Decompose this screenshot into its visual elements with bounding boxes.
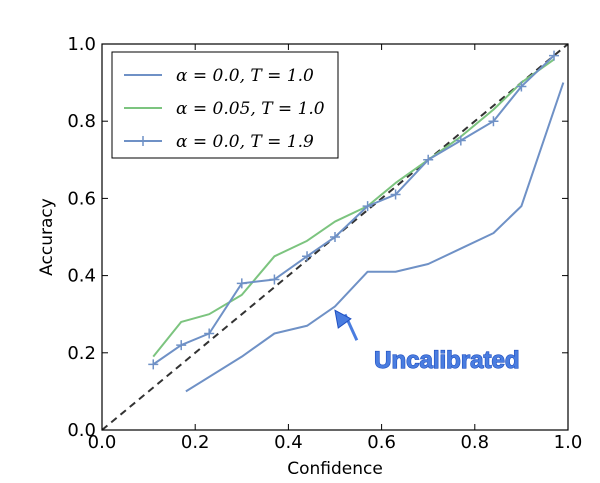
y-tick-label: 0.8 — [67, 111, 96, 132]
series-point — [390, 189, 401, 200]
annotation-arrow-head — [334, 309, 352, 329]
legend-label: α = 0.0, T = 1.0 — [176, 66, 314, 86]
x-tick-label: 0.8 — [460, 432, 489, 453]
series-point — [176, 340, 187, 351]
legend-marker — [138, 136, 148, 146]
series-point — [269, 274, 280, 285]
y-tick-label: 0.4 — [67, 266, 96, 287]
series-point — [204, 328, 215, 339]
legend-label: α = 0.0, T = 1.9 — [176, 132, 314, 152]
series-point — [302, 251, 313, 262]
x-tick-label: 0.2 — [181, 432, 210, 453]
legend-label: α = 0.05, T = 1.0 — [176, 99, 325, 119]
y-tick-label: 0.2 — [67, 343, 96, 364]
legend: α = 0.0, T = 1.0 α = 0.05, T = 1.0 α = 0.0… — [111, 51, 339, 159]
series-point — [549, 50, 560, 61]
series-layer — [148, 50, 565, 393]
annotation-label: Uncalibrated — [374, 347, 519, 374]
x-tick-label: 0.0 — [88, 432, 117, 453]
y-tick-label: 1.0 — [67, 34, 96, 55]
series-point — [236, 278, 247, 289]
axis-ticks: 0.0 0.2 0.4 0.6 0.8 1.0 0.0 0.2 0.4 0.6 0.8 1.0 — [67, 34, 582, 453]
series-point — [488, 116, 499, 127]
x-tick-label: 1.0 — [554, 432, 583, 453]
annotation-uncalibrated: Uncalibrated — [334, 309, 520, 375]
x-tick-label: 0.6 — [367, 432, 396, 453]
series-line-0 — [185, 82, 565, 393]
series-point — [362, 201, 373, 212]
series-point — [330, 232, 340, 242]
series-point — [423, 154, 434, 165]
y-tick-label: 0.0 — [67, 420, 96, 441]
x-tick-label: 0.4 — [274, 432, 303, 453]
series-line-2 — [152, 54, 555, 366]
x-axis-label: Confidence — [287, 459, 383, 479]
y-tick-label: 0.6 — [67, 188, 96, 209]
y-axis-label: Accuracy — [37, 198, 57, 276]
series-point — [455, 135, 466, 146]
series-point — [148, 359, 159, 370]
series-line-1 — [152, 58, 555, 358]
series-point — [516, 81, 527, 92]
